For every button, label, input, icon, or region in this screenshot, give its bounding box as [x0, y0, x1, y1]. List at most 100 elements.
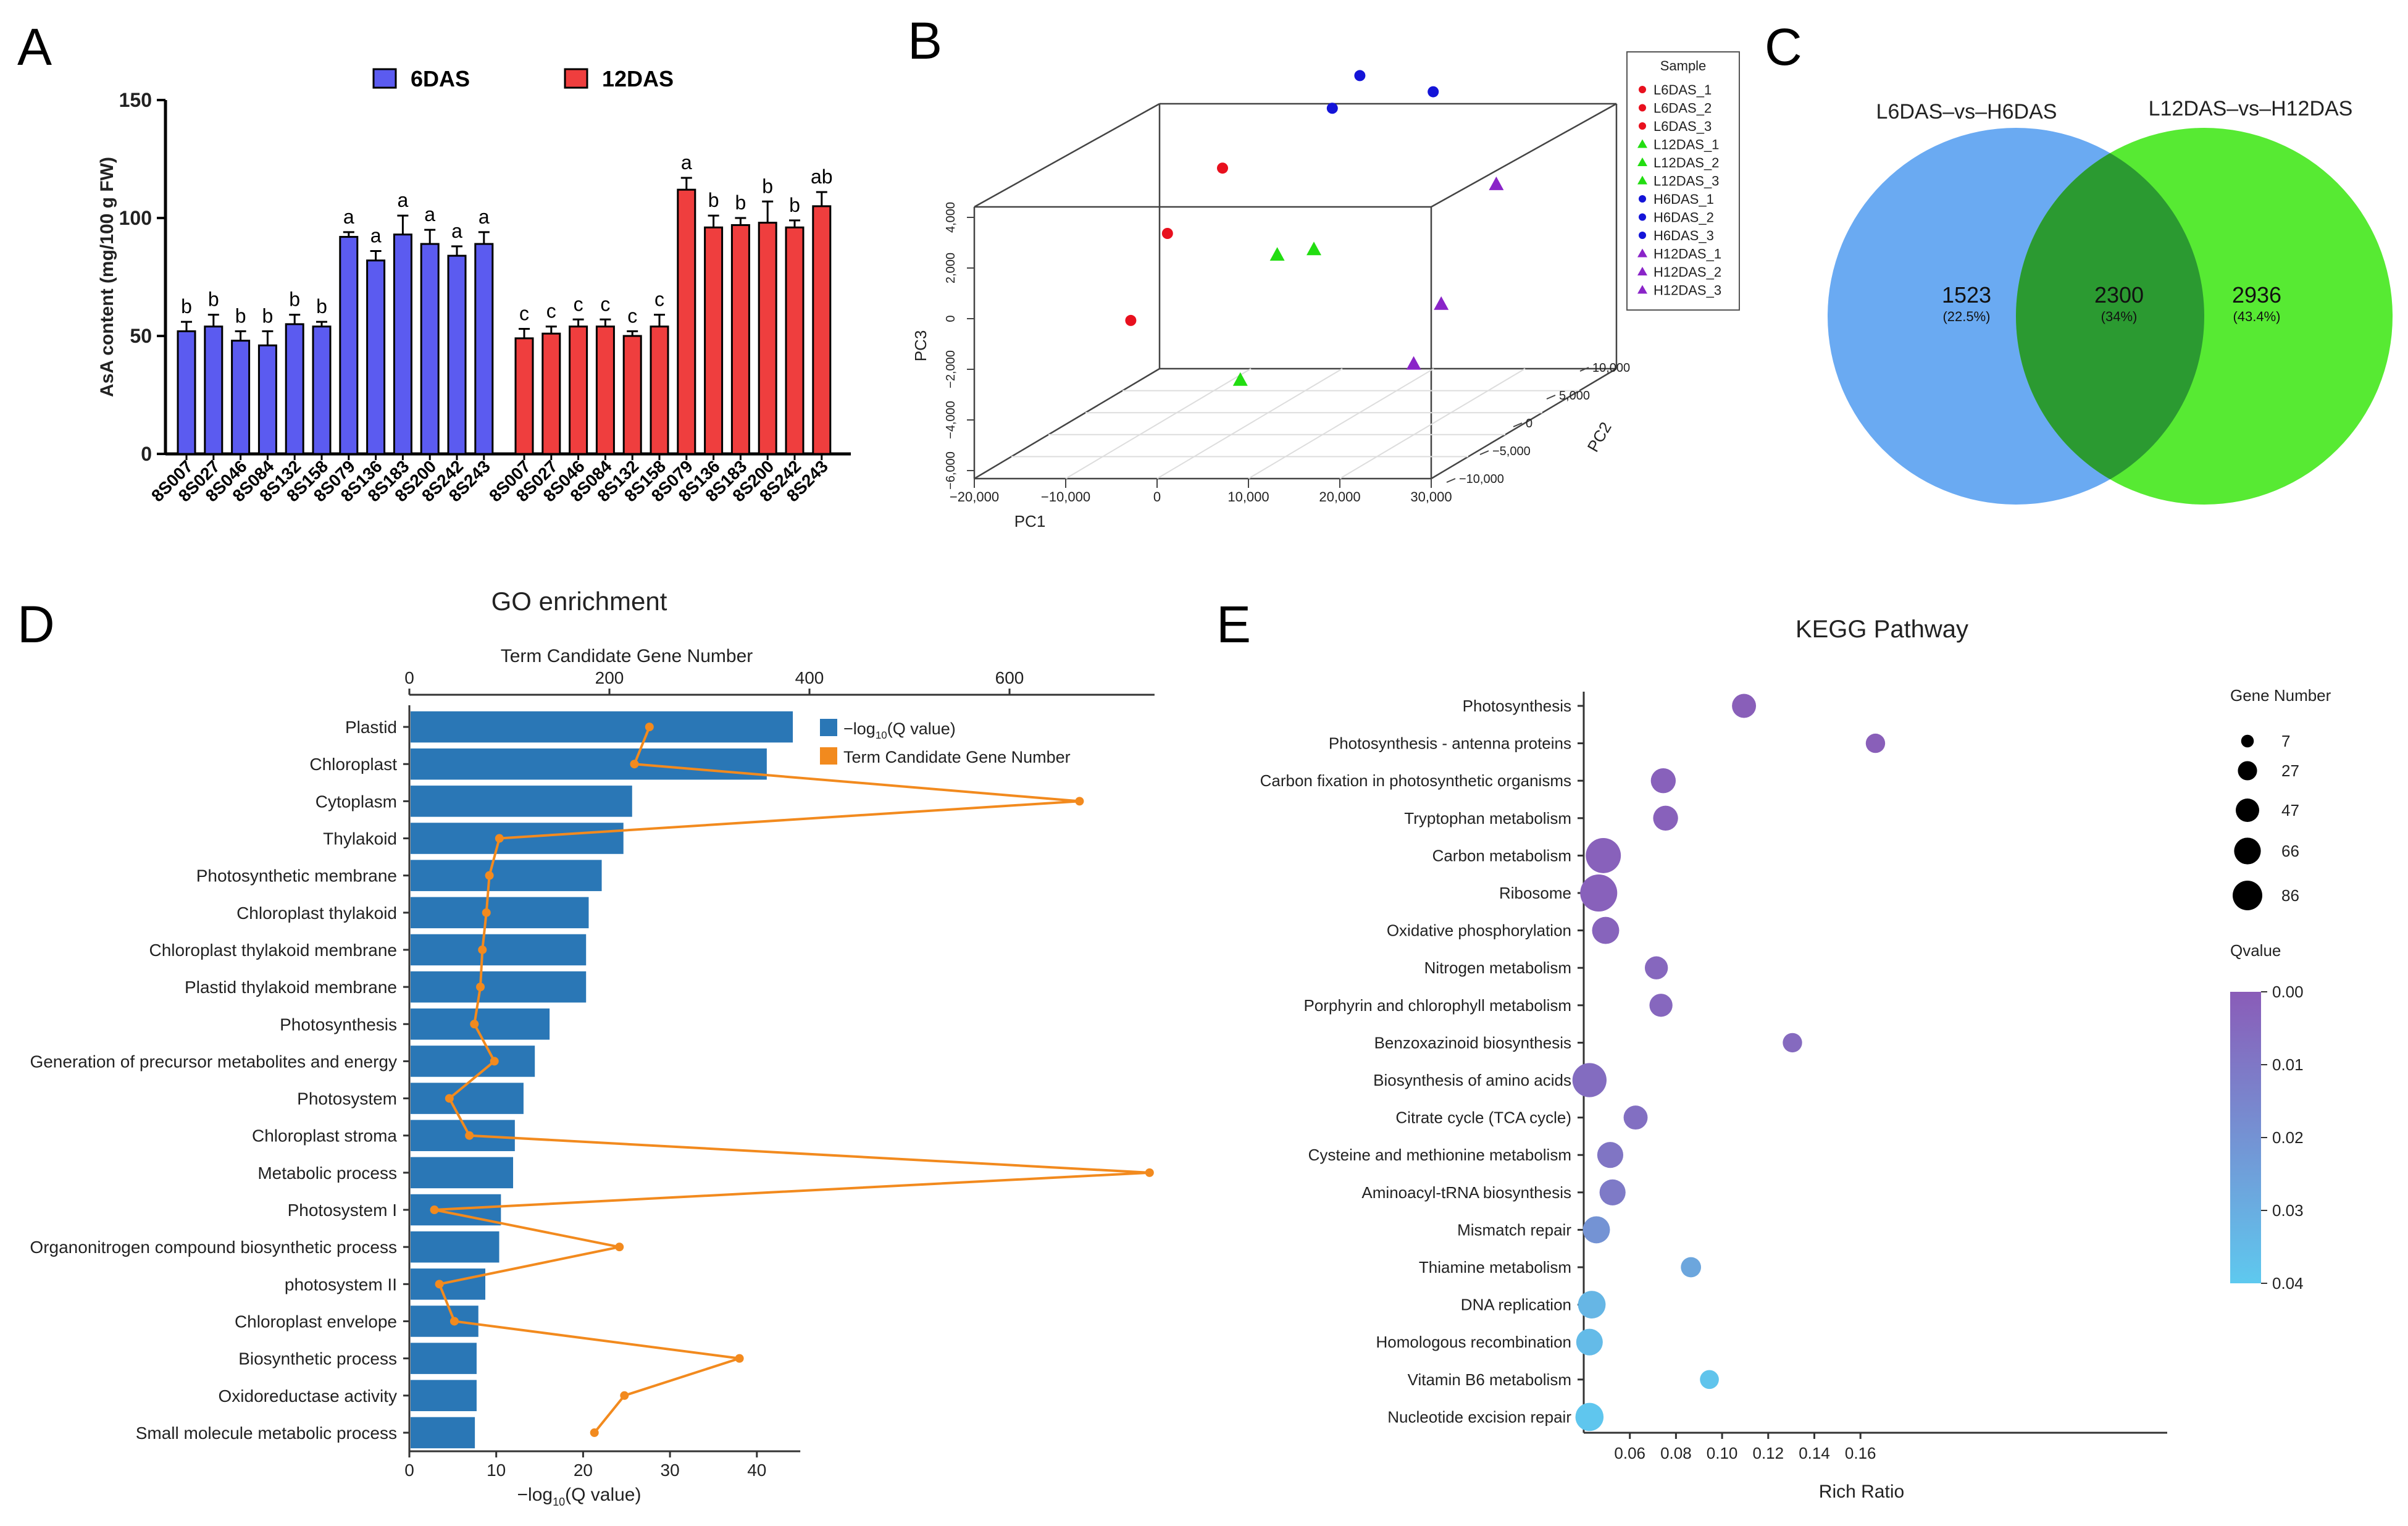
gene-number-point [435, 1280, 444, 1289]
panel-label-c: C [1765, 18, 1802, 76]
pc3-tick-label: −6,000 [944, 451, 958, 490]
colorbar-tick-label: 0.02 [2272, 1128, 2304, 1147]
point-h6das_1 [1354, 70, 1366, 82]
panel-c-venn: L6DAS–vs–H6DAS L12DAS–vs–H12DAS 1523(22.5%… [1828, 97, 2393, 505]
gene-number-point [630, 760, 639, 769]
significance-letter: b [208, 288, 219, 311]
legend-label: L6DAS_2 [1653, 101, 1712, 116]
bar-12das-8s046 [569, 325, 588, 455]
pathway-bubble [1644, 956, 1668, 979]
go-bar [411, 971, 587, 1003]
pathway-bubble [1572, 1063, 1607, 1097]
y-axis-title: AsA content (mg/100 g FW) [97, 157, 117, 397]
venn-set-left-title: L6DAS–vs–H6DAS [1876, 100, 2057, 124]
venn-region-count: 2936 [2232, 282, 2281, 308]
legend-swatch [820, 747, 837, 765]
y-tick-label: 0 [141, 443, 152, 465]
venn-region-percent: (43.4%) [2233, 309, 2280, 324]
bar-12das-8s136 [704, 226, 724, 455]
axis-title-part: −log [517, 1485, 553, 1505]
floor-grid [1248, 368, 1434, 479]
panel-label-a: A [17, 18, 52, 76]
gene-number-point [495, 834, 504, 843]
significance-letter: b [789, 194, 800, 216]
go-bar [411, 1306, 479, 1337]
top-tick-label: 200 [595, 668, 624, 687]
legend-marker [1639, 195, 1646, 203]
legend-label: Term Candidate Gene Number [843, 748, 1071, 766]
go-term-label: photosystem II [285, 1275, 397, 1294]
top-axis-title: Term Candidate Gene Number [501, 646, 753, 666]
go-term-label: Oxidoreductase activity [219, 1386, 397, 1406]
legend-label: H6DAS_2 [1653, 210, 1714, 225]
venn-set-right-title: L12DAS–vs–H12DAS [2149, 97, 2353, 120]
pc3-tick-label: 2,000 [944, 253, 958, 283]
pathway-label: Thiamine metabolism [1419, 1258, 1571, 1277]
significance-letter: a [424, 203, 435, 225]
pathway-bubble [1623, 1105, 1648, 1130]
size-legend-title: Gene Number [2230, 686, 2331, 705]
go-term-label: Photosynthetic membrane [196, 866, 397, 886]
point-h12das_3 [1406, 356, 1421, 370]
bar-12das-8s183 [730, 224, 750, 455]
size-legend-dot [2234, 837, 2261, 865]
pathway-label: Oxidative phosphorylation [1387, 921, 1571, 940]
pc1-tick-label: 0 [1153, 489, 1161, 505]
legend-title: Sample [1660, 58, 1707, 73]
panel-e-kegg-pathway: KEGG Pathway 0.06 0.08 0.10 0.12 0.14 0.16 Rich… [1260, 616, 2331, 1502]
legend-marker [1637, 267, 1647, 275]
colorbar-tick-label: 0.04 [2272, 1274, 2304, 1293]
legend-label: L6DAS_3 [1653, 119, 1712, 134]
pc2-tick-label: −10,000 [1459, 472, 1504, 486]
pathway-label: Biosynthesis of amino acids [1373, 1071, 1571, 1089]
go-bar [411, 1157, 514, 1189]
pathway-bubble [1597, 1142, 1624, 1168]
bar-6das-8s183 [393, 233, 412, 455]
gene-number-point [615, 1243, 624, 1252]
significance-letter: c [546, 300, 556, 322]
legend-marker [1639, 104, 1646, 112]
go-term-label: Photosystem [297, 1089, 397, 1109]
size-legend-dot [2241, 734, 2254, 748]
bar-12das-8s243 [812, 205, 832, 455]
legend-box [1626, 51, 1740, 311]
significance-letter: a [451, 220, 462, 242]
pathway-bubble [1681, 1257, 1702, 1278]
bar-6das-8s079 [339, 236, 359, 455]
go-term-label: Metabolic process [257, 1163, 397, 1183]
significance-letter: a [343, 206, 354, 228]
pc3-axis-title: PC3 [911, 330, 930, 362]
gene-number-point [478, 945, 487, 954]
pc2-tick-label: −5,000 [1492, 445, 1531, 458]
size-legend-dot [2236, 799, 2259, 822]
significance-letter: c [627, 304, 637, 327]
go-bar [411, 1231, 500, 1263]
venn-region-count: 1523 [1942, 282, 1991, 308]
chart-title: KEGG Pathway [1796, 616, 1968, 643]
legend-label-part: (Q value) [887, 719, 956, 738]
pc1-tick-label: −10,000 [1041, 489, 1090, 505]
go-bar [411, 1046, 535, 1077]
axis-title-subscript: 10 [553, 1496, 565, 1508]
x-tick-label: 0.10 [1707, 1444, 1738, 1462]
pc2-tick [1479, 450, 1489, 455]
legend-swatch-12das [564, 68, 588, 89]
x-tick-label: 0.08 [1660, 1444, 1692, 1462]
go-bar [411, 711, 793, 743]
gene-number-point [465, 1131, 474, 1140]
bar-6das-8s007 [177, 330, 196, 455]
go-bar [411, 1380, 477, 1412]
legend-marker [1637, 157, 1647, 166]
go-bar [411, 1083, 524, 1114]
legend-label: H12DAS_1 [1653, 246, 1721, 262]
pathway-bubble [1653, 805, 1678, 831]
x-axis-title: Rich Ratio [1819, 1482, 1904, 1502]
point-l6das_1 [1217, 162, 1228, 174]
go-term-label: Small molecule metabolic process [136, 1423, 397, 1443]
x-tick-label: 0.14 [1799, 1444, 1830, 1462]
go-bar [411, 897, 589, 929]
legend-label: 12DAS [602, 66, 674, 91]
legend-marker [1637, 139, 1647, 148]
y-tick-label: 50 [130, 325, 152, 347]
